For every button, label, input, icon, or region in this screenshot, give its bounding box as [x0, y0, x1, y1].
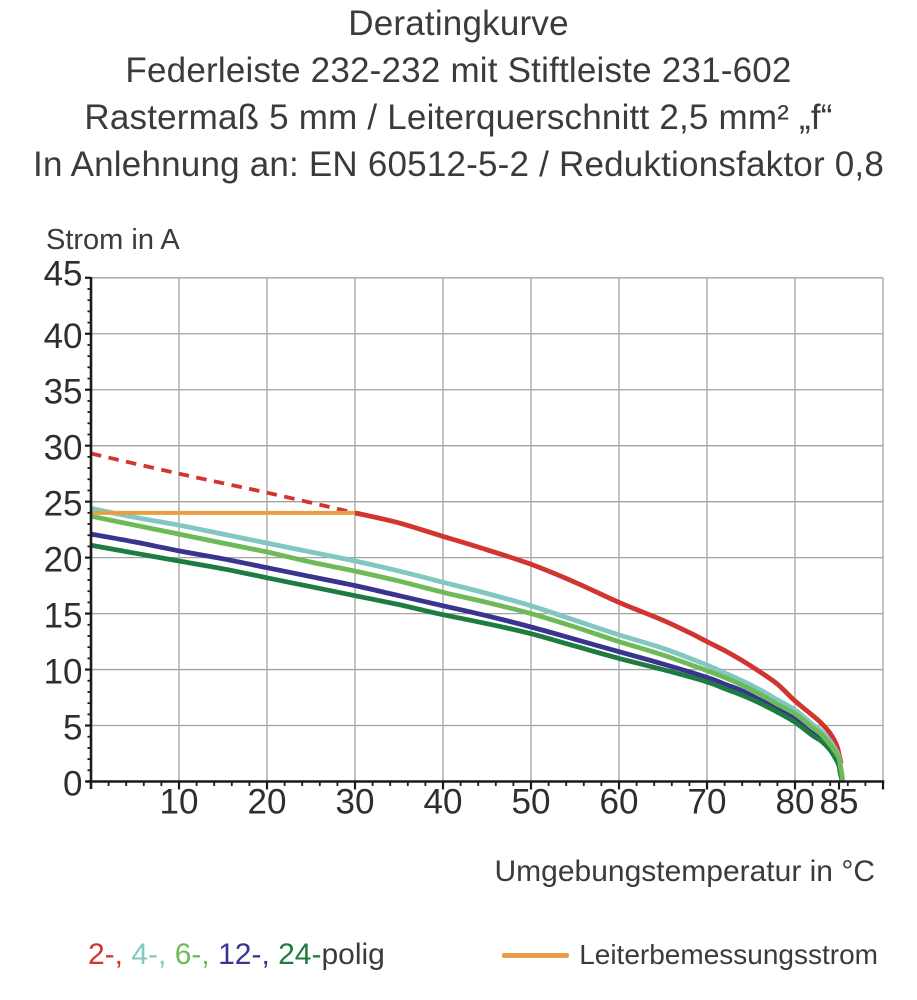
x-tick-label-10: 10: [160, 783, 199, 822]
title-line-1: Deratingkurve: [348, 4, 569, 43]
legend-label-6-polig: 6-,: [174, 938, 210, 971]
y-tick-label-35: 35: [44, 373, 83, 412]
y-tick-labels: 0 5 10 15 20 25 30 35 40 45: [44, 254, 83, 803]
legend-rated-current: Leiterbemessungsstrom: [502, 935, 878, 975]
data-curves: [90, 451, 845, 782]
y-tick-label-45: 45: [44, 254, 83, 293]
y-tick-label-0: 0: [63, 765, 82, 804]
x-tick-label-50: 50: [512, 783, 551, 822]
y-tick-label-20: 20: [44, 541, 83, 580]
title-line-2: Federleiste 232-232 mit Stiftleiste 231-…: [125, 51, 792, 90]
x-tick-labels: 10 20 30 40 50 60 70 80 85: [160, 783, 859, 822]
x-tick-label-70: 70: [688, 783, 727, 822]
legend-label-24-polig: 24-: [278, 938, 322, 971]
curve-4-polig: [90, 506, 844, 766]
curve-2-polig-ohne-reduktionsfaktor-: [90, 451, 356, 515]
legend-suffix-polig: polig: [321, 938, 385, 971]
x-tick-label-40: 40: [424, 783, 463, 822]
chart-title-block: Deratingkurve Federleiste 232-232 mit St…: [0, 0, 917, 188]
rated-current-label: Leiterbemessungsstrom: [579, 939, 878, 970]
y-axis-title: Strom in A: [46, 224, 180, 256]
legend-pole-counts: 2-, 4-, 6-, 12-, 24-polig: [88, 935, 385, 975]
curve-6-polig: [90, 513, 845, 782]
y-tick-label-40: 40: [44, 317, 83, 356]
y-tick-label-25: 25: [44, 485, 83, 524]
curve-2-polig: [354, 510, 844, 765]
legend-label-2-polig: 2-,: [88, 938, 124, 971]
x-tick-label-80: 80: [776, 783, 815, 822]
grid-lines: [91, 277, 884, 782]
y-tick-label-30: 30: [44, 429, 83, 468]
rated-current-line-swatch: [502, 953, 570, 958]
x-tick-label-60: 60: [600, 783, 639, 822]
x-axis-title: Umgebungstemperatur in °C: [494, 855, 875, 888]
x-tick-label-20: 20: [248, 783, 287, 822]
y-tick-label-15: 15: [44, 597, 83, 636]
x-tick-label-30: 30: [336, 783, 375, 822]
legend-label-4-polig: 4-,: [131, 938, 167, 971]
curve-24-polig: [90, 542, 845, 782]
y-tick-label-5: 5: [63, 709, 82, 748]
y-tick-label-10: 10: [44, 653, 83, 692]
title-line-3: Rastermaß 5 mm / Leiterquerschnitt 2,5 m…: [84, 98, 833, 137]
curve-12-polig: [90, 531, 843, 770]
tick-marks: [85, 276, 885, 790]
title-line-4: In Anlehnung an: EN 60512-5-2 / Reduktio…: [33, 145, 884, 184]
x-tick-label-85: 85: [820, 783, 859, 822]
legend-label-12-polig: 12-,: [218, 938, 270, 971]
